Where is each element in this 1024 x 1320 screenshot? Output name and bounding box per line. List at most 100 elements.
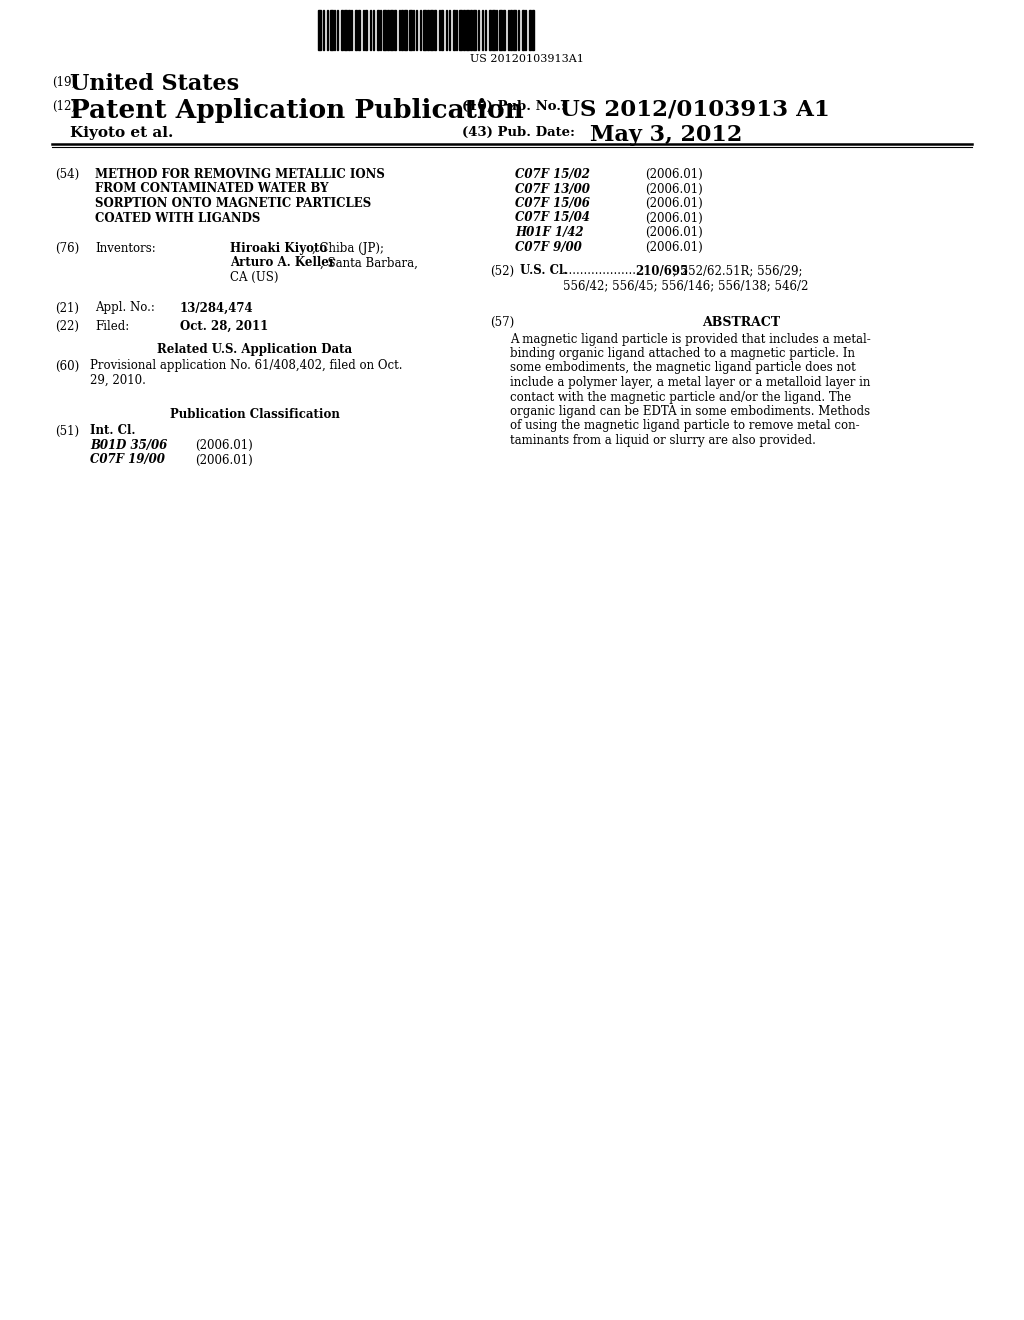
Text: some embodiments, the magnetic ligand particle does not: some embodiments, the magnetic ligand pa… (510, 362, 856, 375)
Bar (459, 11, 462, 50)
Bar (492, 11, 495, 50)
Text: (52): (52) (490, 264, 514, 277)
Text: Int. Cl.: Int. Cl. (90, 425, 135, 437)
Text: (19): (19) (52, 77, 76, 88)
Bar (466, 11, 469, 50)
Text: Related U.S. Application Data: Related U.S. Application Data (158, 343, 352, 356)
Text: Patent Application Publication: Patent Application Publication (70, 98, 523, 123)
Text: C07F 15/04: C07F 15/04 (515, 211, 590, 224)
Text: United States: United States (70, 73, 240, 95)
Text: SORPTION ONTO MAGNETIC PARTICLES: SORPTION ONTO MAGNETIC PARTICLES (95, 197, 372, 210)
Text: of using the magnetic ligand particle to remove metal con-: of using the magnetic ligand particle to… (510, 420, 859, 433)
Bar (423, 11, 426, 50)
Bar (441, 11, 443, 50)
Text: (43) Pub. Date:: (43) Pub. Date: (462, 125, 575, 139)
Text: 13/284,474: 13/284,474 (180, 301, 254, 314)
Text: ABSTRACT: ABSTRACT (701, 315, 780, 329)
Bar (529, 11, 531, 50)
Text: (12): (12) (52, 100, 76, 114)
Bar (503, 11, 505, 50)
Bar (383, 11, 386, 50)
Text: A magnetic ligand particle is provided that includes a metal-: A magnetic ligand particle is provided t… (510, 333, 870, 346)
Bar (358, 11, 360, 50)
Bar (470, 11, 472, 50)
Bar (401, 11, 403, 50)
Bar (344, 11, 347, 50)
Text: C07F 15/02: C07F 15/02 (515, 168, 590, 181)
Text: (2006.01): (2006.01) (645, 226, 702, 239)
Bar (341, 11, 343, 50)
Text: CA (US): CA (US) (230, 271, 279, 284)
Bar (453, 11, 455, 50)
Text: (2006.01): (2006.01) (645, 182, 702, 195)
Text: (51): (51) (55, 425, 79, 437)
Text: COATED WITH LIGANDS: COATED WITH LIGANDS (95, 211, 260, 224)
Text: Hiroaki Kiyoto: Hiroaki Kiyoto (230, 242, 328, 255)
Text: (60): (60) (55, 359, 79, 372)
Text: taminants from a liquid or slurry are also provided.: taminants from a liquid or slurry are al… (510, 434, 816, 447)
Bar (355, 11, 357, 50)
Text: US 2012/0103913 A1: US 2012/0103913 A1 (560, 98, 829, 120)
Bar (348, 11, 350, 50)
Bar (377, 11, 379, 50)
Bar (409, 11, 412, 50)
Text: Oct. 28, 2011: Oct. 28, 2011 (180, 319, 268, 333)
Text: C07F 15/06: C07F 15/06 (515, 197, 590, 210)
Text: (76): (76) (55, 242, 79, 255)
Text: H01F 1/42: H01F 1/42 (515, 226, 584, 239)
Text: C07F 9/00: C07F 9/00 (515, 240, 582, 253)
Text: , Chiba (JP);: , Chiba (JP); (312, 242, 384, 255)
Text: Inventors:: Inventors: (95, 242, 156, 255)
Text: ; 252/62.51R; 556/29;: ; 252/62.51R; 556/29; (673, 264, 803, 277)
Bar (394, 11, 396, 50)
Text: 210/695: 210/695 (635, 264, 688, 277)
Text: Publication Classification: Publication Classification (170, 408, 340, 421)
Bar (404, 11, 407, 50)
Text: Kiyoto et al.: Kiyoto et al. (70, 125, 173, 140)
Text: contact with the magnetic particle and/or the ligand. The: contact with the magnetic particle and/o… (510, 391, 851, 404)
Text: (2006.01): (2006.01) (195, 454, 253, 466)
Text: organic ligand can be EDTA in some embodiments. Methods: organic ligand can be EDTA in some embod… (510, 405, 870, 418)
Text: .....................: ..................... (562, 264, 641, 277)
Bar (532, 11, 534, 50)
Text: (22): (22) (55, 319, 79, 333)
Bar (365, 11, 367, 50)
Text: binding organic ligand attached to a magnetic particle. In: binding organic ligand attached to a mag… (510, 347, 855, 360)
Bar (434, 11, 436, 50)
Text: C07F 19/00: C07F 19/00 (90, 454, 165, 466)
Bar (330, 11, 333, 50)
Bar (427, 11, 429, 50)
Bar (430, 11, 433, 50)
Text: (2006.01): (2006.01) (645, 197, 702, 210)
Text: include a polymer layer, a metal layer or a metalloid layer in: include a polymer layer, a metal layer o… (510, 376, 870, 389)
Text: Filed:: Filed: (95, 319, 129, 333)
Bar (522, 11, 524, 50)
Text: 29, 2010.: 29, 2010. (90, 374, 145, 387)
Text: (2006.01): (2006.01) (195, 440, 253, 451)
Text: , Santa Barbara,: , Santa Barbara, (319, 256, 418, 269)
Bar (473, 11, 476, 50)
Text: (10) Pub. No.:: (10) Pub. No.: (462, 100, 566, 114)
Text: US 20120103913A1: US 20120103913A1 (470, 54, 584, 63)
Text: (54): (54) (55, 168, 79, 181)
Text: Appl. No.:: Appl. No.: (95, 301, 155, 314)
Bar (499, 11, 502, 50)
Text: (57): (57) (490, 315, 514, 329)
Text: (2006.01): (2006.01) (645, 240, 702, 253)
Text: B01D 35/06: B01D 35/06 (90, 440, 167, 451)
Bar (387, 11, 389, 50)
Bar (489, 11, 490, 50)
Bar (318, 11, 321, 50)
Text: C07F 13/00: C07F 13/00 (515, 182, 590, 195)
Text: METHOD FOR REMOVING METALLIC IONS: METHOD FOR REMOVING METALLIC IONS (95, 168, 385, 181)
Text: 556/42; 556/45; 556/146; 556/138; 546/2: 556/42; 556/45; 556/146; 556/138; 546/2 (563, 279, 808, 292)
Text: FROM CONTAMINATED WATER BY: FROM CONTAMINATED WATER BY (95, 182, 329, 195)
Text: (21): (21) (55, 301, 79, 314)
Bar (513, 11, 516, 50)
Bar (510, 11, 512, 50)
Bar (463, 11, 465, 50)
Text: (2006.01): (2006.01) (645, 168, 702, 181)
Text: May 3, 2012: May 3, 2012 (590, 124, 742, 147)
Text: U.S. Cl.: U.S. Cl. (520, 264, 567, 277)
Bar (390, 11, 393, 50)
